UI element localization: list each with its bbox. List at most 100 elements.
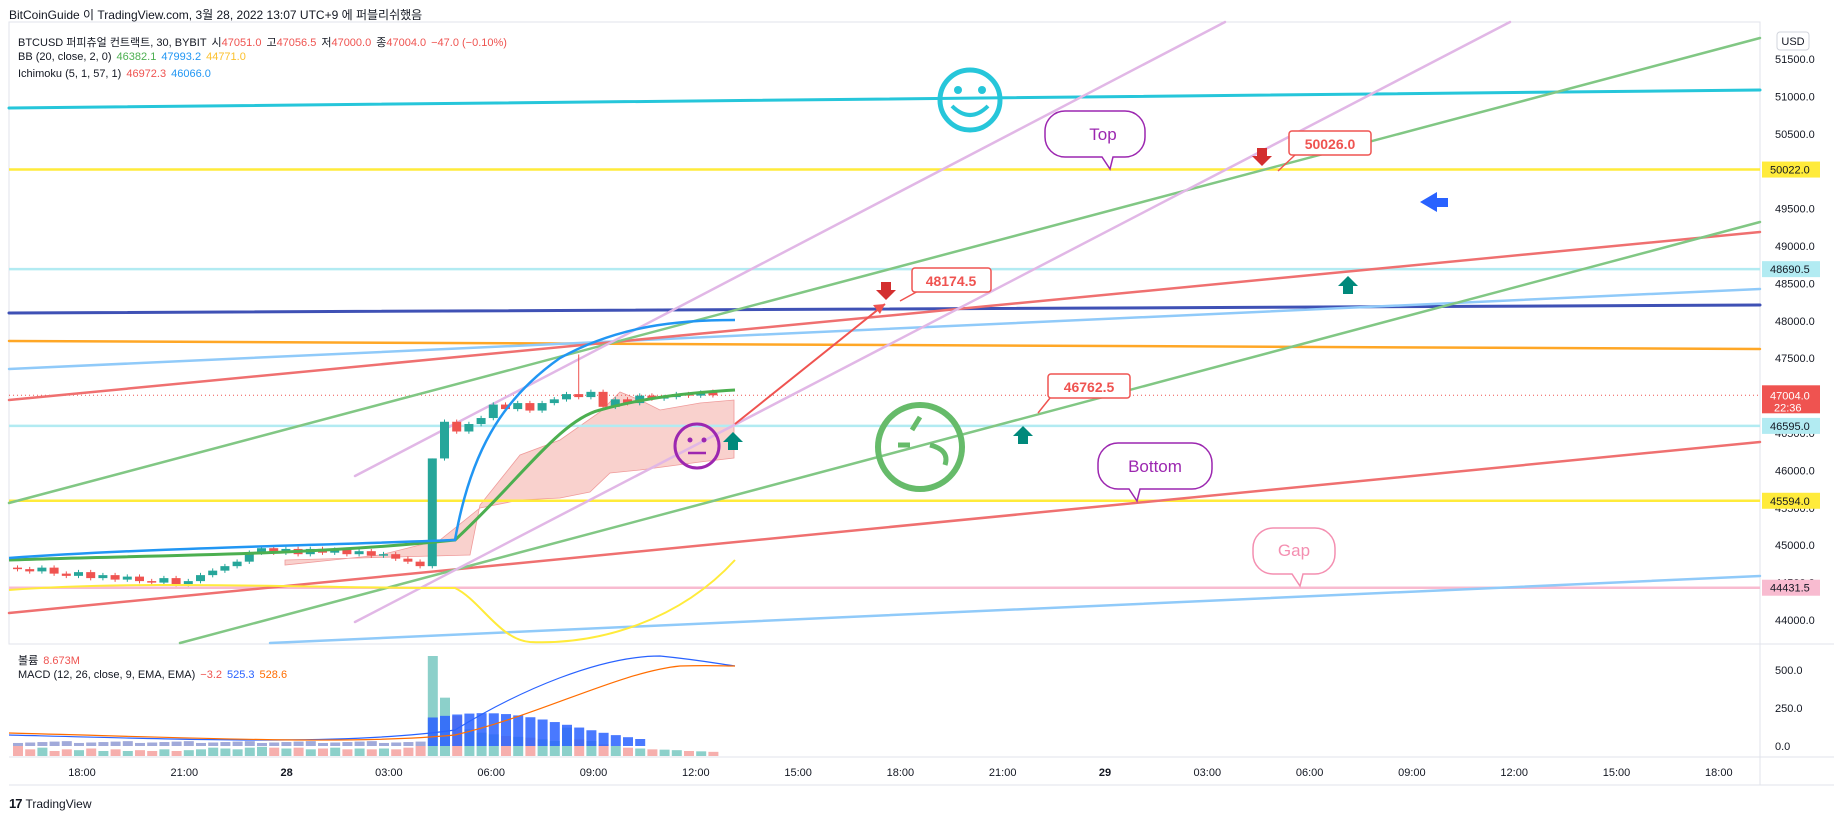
volume-bar-55 (684, 751, 694, 756)
volume-bar-32 (403, 747, 414, 756)
legend-low: 47000.0 (331, 37, 372, 49)
candle-body-16 (208, 570, 218, 576)
candle-body-21 (269, 548, 279, 553)
candle-body-32 (403, 558, 413, 562)
macd-hist-bar-20 (257, 742, 267, 746)
price-tick-2: 50500.0 (1775, 129, 1815, 141)
bollinger-bands (8, 318, 736, 644)
time-tick-11: 03:00 (1194, 767, 1222, 779)
trend-line-4 (7, 230, 1762, 402)
candle-body-1 (25, 569, 35, 572)
price-tick-11: 46000.0 (1775, 465, 1815, 477)
candle-body-41 (513, 403, 523, 410)
candle-body-42 (525, 403, 535, 411)
legend-macd-hist: −3.2 (200, 669, 222, 681)
candle-body-39 (488, 404, 498, 419)
left-arrow-icon (1420, 192, 1448, 212)
time-axis[interactable]: 18:00 21:00 28 03:00 06:00 09:00 12:00 15:00 18:… (68, 767, 1732, 779)
macd-hist-bar-7 (98, 742, 109, 746)
macd-hist-bar-15 (196, 742, 206, 746)
volume-bar-21 (269, 747, 280, 756)
volume-bar-3 (49, 751, 60, 756)
volume-bar-57 (708, 751, 719, 756)
candle-body-28 (354, 551, 364, 555)
volume-bar-11 (147, 751, 158, 756)
price-badge-3: 45594.0 (1770, 496, 1810, 508)
trend-line-1 (7, 303, 1762, 315)
candle-body-5 (74, 572, 83, 576)
volume-bar-13 (171, 751, 182, 756)
candle-body-43 (537, 403, 547, 411)
macd-hist-bar-6 (86, 742, 97, 746)
volume-bar-31 (391, 749, 402, 756)
candle-body-27 (342, 549, 352, 555)
macd-hist-bar-51 (635, 739, 646, 746)
price-callout-2: 50026.0 (1277, 130, 1372, 172)
macd-hist-bar-33 (415, 741, 426, 746)
candle-body-49 (610, 399, 620, 407)
volume-bar-12 (159, 749, 170, 756)
currency-box[interactable] (1776, 31, 1810, 51)
volume-bar-53 (659, 749, 670, 756)
macd-hist-bar-45 (562, 724, 572, 746)
price-tick-6: 48500.0 (1775, 278, 1815, 290)
macd-hist-bar-12 (159, 742, 170, 746)
macd-hist-bar-41 (513, 715, 524, 746)
price-badge-0: 50022.0 (1770, 165, 1810, 177)
price-axis[interactable]: 51500.051000.050500.050000.049500.049000… (1762, 54, 1820, 753)
candle-body-36 (452, 421, 462, 432)
candle-body-11 (147, 581, 157, 583)
candle-body-20 (257, 548, 266, 553)
price-badge-bg-3 (1762, 492, 1820, 509)
volume-bar-44 (549, 741, 560, 756)
macd-hist-bar-11 (147, 742, 158, 746)
macd-pane (8, 655, 736, 756)
price-badge-4: 44431.5 (1770, 583, 1810, 595)
candle-body-45 (562, 394, 571, 400)
time-tick-6: 12:00 (682, 767, 710, 779)
candle-body-13 (171, 578, 181, 585)
top-bubble: Top (1044, 110, 1146, 171)
price-tick-0: 51500.0 (1775, 54, 1815, 66)
macd-hist-bar-32 (403, 742, 414, 746)
time-tick-8: 18:00 (887, 767, 915, 779)
price-tick-5: 49000.0 (1775, 241, 1815, 253)
trend-line-0 (7, 88, 1762, 110)
legend-open: 47051.0 (221, 37, 262, 49)
candle-body-57 (708, 391, 718, 396)
candle-body-6 (86, 572, 96, 579)
legend-row-ichimoku: Ichimoku (5, 1, 57, 1) 46972.3 46066.0 (18, 68, 216, 80)
price-tick-8: 47500.0 (1775, 353, 1815, 365)
volume-bar-51 (635, 748, 646, 756)
volume-bar-42 (525, 737, 536, 756)
time-tick-12: 06:00 (1296, 767, 1324, 779)
macd-hist-bar-29 (366, 741, 377, 746)
neutral-face-eye-right (701, 437, 707, 443)
down-arrow-icon-2 (1252, 148, 1272, 166)
volume-bar-26 (330, 747, 341, 756)
candle-body-38 (476, 418, 486, 425)
volume-bar-47 (586, 741, 597, 756)
red-trend-arrow-line (734, 303, 886, 425)
gap-bubble: Gap (1252, 527, 1336, 588)
tradingview-logo[interactable]: 17 TradingView (9, 796, 92, 811)
price-badge-bg-2 (1762, 417, 1820, 434)
legend-bb-label: BB (20, close, 2, 0) (18, 51, 112, 63)
volume-bar-49 (610, 746, 621, 756)
macd-hist-bar-0 (13, 742, 23, 746)
candle-body-8 (110, 575, 120, 580)
trend-line-10 (353, 20, 1512, 624)
macd-hist-bar-13 (171, 741, 182, 746)
candle-body-47 (586, 391, 596, 398)
macd-hist-bar-8 (110, 741, 121, 746)
macd-tick-1: 250.0 (1775, 703, 1803, 715)
price-tick-4: 49500.0 (1775, 204, 1815, 216)
volume-bar-23 (293, 747, 304, 756)
price-badge-bg-1 (1762, 261, 1820, 278)
macd-hist-bar-5 (74, 742, 84, 746)
macd-hist-bar-49 (610, 735, 621, 746)
macd-hist-bar-17 (220, 742, 231, 746)
macd-hist-bar-16 (208, 742, 219, 746)
macd-hist-bar-18 (232, 741, 243, 746)
